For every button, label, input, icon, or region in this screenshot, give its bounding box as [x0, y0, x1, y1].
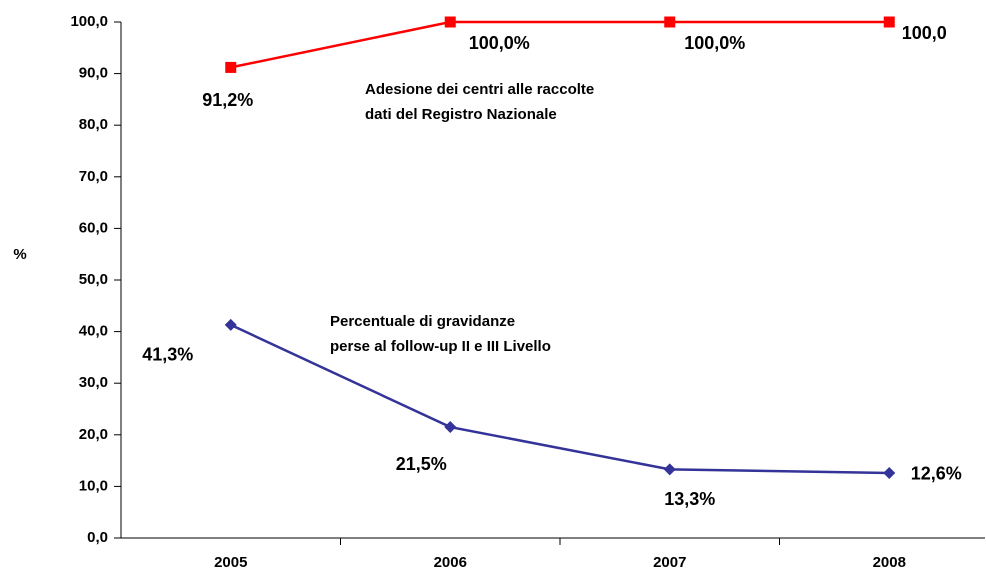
data-label: 13,3% — [664, 489, 715, 509]
x-tick-label: 2005 — [214, 554, 247, 571]
y-tick-label: 0,0 — [87, 529, 108, 546]
y-tick-label: 100,0 — [70, 13, 108, 30]
marker — [224, 318, 237, 331]
y-axis-label: % — [13, 246, 26, 263]
x-tick-label: 2007 — [653, 554, 686, 571]
series-line — [230, 20, 890, 69]
series-label: Percentuale di gravidanze — [330, 313, 515, 330]
marker — [664, 16, 676, 28]
series-label: dati del Registro Nazionale — [365, 106, 557, 123]
y-tick-label: 70,0 — [79, 168, 108, 185]
data-label: 91,2% — [202, 90, 253, 110]
series-line — [230, 323, 890, 475]
y-tick-label: 40,0 — [79, 323, 108, 340]
y-tick-label: 50,0 — [79, 271, 108, 288]
x-tick-label: 2006 — [434, 554, 467, 571]
y-tick-label: 90,0 — [79, 65, 108, 82]
data-label: 100,0% — [469, 33, 530, 53]
x-tick-label: 2008 — [873, 554, 906, 571]
marker — [883, 16, 895, 28]
y-tick-label: 20,0 — [79, 426, 108, 443]
series-label: Adesione dei centri alle raccolte — [365, 81, 594, 98]
data-label: 41,3% — [142, 345, 193, 365]
marker — [225, 61, 237, 73]
y-tick-label: 10,0 — [79, 477, 108, 494]
marker — [444, 16, 456, 28]
data-label: 21,5% — [396, 454, 447, 474]
y-tick-label: 60,0 — [79, 219, 108, 236]
marker — [883, 466, 896, 479]
y-tick-label: 30,0 — [79, 374, 108, 391]
marker — [663, 463, 676, 476]
marker — [444, 421, 457, 434]
data-label: 100,0% — [684, 33, 745, 53]
data-label: 12,6% — [911, 464, 962, 484]
y-tick-label: 80,0 — [79, 116, 108, 133]
data-label: 100,0 — [902, 23, 947, 43]
series-label: perse al follow-up II e III Livello — [330, 338, 551, 355]
